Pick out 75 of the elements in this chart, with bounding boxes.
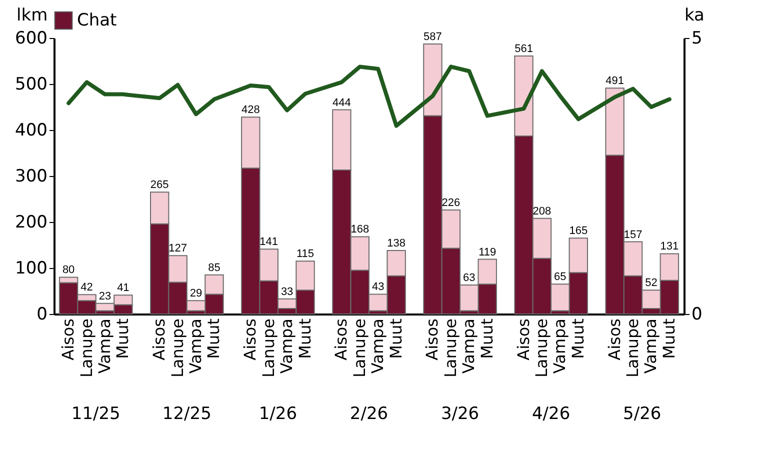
y-tick-label: 200	[15, 212, 48, 232]
x-tick-label: Aisos	[240, 318, 260, 360]
total-label: 115	[296, 248, 314, 260]
x-tick-label: Vampa	[368, 318, 388, 374]
total-label: 208	[532, 205, 552, 218]
y2-axis-title: ka	[684, 6, 704, 26]
x-tick-label: Lanupe	[76, 318, 96, 378]
y2-tick-label: 0	[692, 304, 702, 324]
x-tick-label: Lanupe	[532, 318, 551, 378]
y-tick-label: 0	[36, 304, 48, 324]
total-label: 33	[280, 286, 294, 298]
total-label: 80	[62, 264, 75, 276]
x-tick-label: Aisos	[332, 318, 351, 360]
total-label: 165	[569, 225, 588, 238]
x-tick-label: Lanupe	[350, 318, 369, 378]
x-tick-label: Aisos	[604, 318, 624, 360]
x-tick-label: Lanupe	[258, 318, 278, 378]
x-tick-label: Lanupe	[440, 318, 460, 378]
total-label: 157	[624, 228, 642, 241]
x-tick-label: Vampa	[186, 318, 206, 374]
text: 5/26	[623, 404, 662, 424]
y-tick-label: 100	[15, 258, 48, 278]
total-label: 561	[514, 42, 533, 55]
text: 12/25	[162, 404, 212, 424]
total-label: 23	[98, 290, 112, 302]
y-axis-title: lkm	[16, 6, 48, 26]
x-tick-label: Muut	[113, 318, 132, 359]
x-tick-label: Muut	[568, 318, 588, 359]
total-label: 131	[660, 240, 679, 253]
x-tick-label: Lanupe	[168, 318, 187, 378]
x-tick-label: Muut	[295, 318, 314, 359]
total-label: 52	[645, 277, 658, 290]
total-label: 141	[260, 236, 278, 248]
x-tick-label: Vampa	[94, 318, 114, 374]
total-label: 226	[442, 197, 460, 210]
text: 3/26	[440, 404, 480, 424]
x-tick-label: Aisos	[150, 318, 169, 360]
x-tick-label: Muut	[477, 318, 496, 359]
total-label: 127	[168, 242, 187, 255]
total-label: 444	[332, 96, 351, 109]
total-label: 85	[208, 262, 220, 274]
text: 1/26	[258, 404, 298, 424]
x-tick-label: Aisos	[58, 318, 78, 360]
total-label: 29	[190, 288, 202, 300]
x-tick-label: Aisos	[514, 318, 533, 360]
y-tick-label: 300	[15, 166, 48, 186]
x-tick-label: Muut	[386, 318, 406, 359]
x-tick-label: Lanupe	[623, 318, 642, 378]
total-label: 43	[372, 281, 384, 294]
x-tick-label: Aisos	[422, 318, 442, 360]
y-tick-label: 400	[15, 120, 48, 140]
text: 2/26	[350, 404, 388, 424]
legend-label: Chat	[77, 10, 118, 30]
text: 11/25	[71, 404, 120, 424]
x-tick-label: Vampa	[277, 318, 296, 374]
y-tick-label: 600	[15, 28, 48, 48]
y-tick-label: 500	[15, 74, 48, 94]
total-label: 42	[80, 282, 93, 294]
x-tick-label: Vampa	[641, 318, 660, 374]
total-label: 587	[424, 30, 442, 43]
total-label: 63	[463, 272, 476, 284]
x-tick-label: Muut	[204, 318, 224, 359]
total-label: 138	[387, 238, 406, 250]
total-label: 65	[554, 271, 566, 284]
x-tick-label: Muut	[659, 318, 678, 359]
y2-tick-label: 5	[692, 28, 702, 48]
total-label: 265	[150, 179, 169, 192]
text: 4/26	[532, 404, 570, 424]
x-tick-label: Vampa	[550, 318, 570, 374]
total-label: 491	[606, 75, 624, 88]
total-label: 41	[117, 282, 130, 294]
total-label: 428	[241, 104, 260, 116]
x-tick-label: Vampa	[459, 318, 478, 374]
total-label: 168	[350, 224, 370, 236]
total-label: 119	[478, 246, 496, 258]
